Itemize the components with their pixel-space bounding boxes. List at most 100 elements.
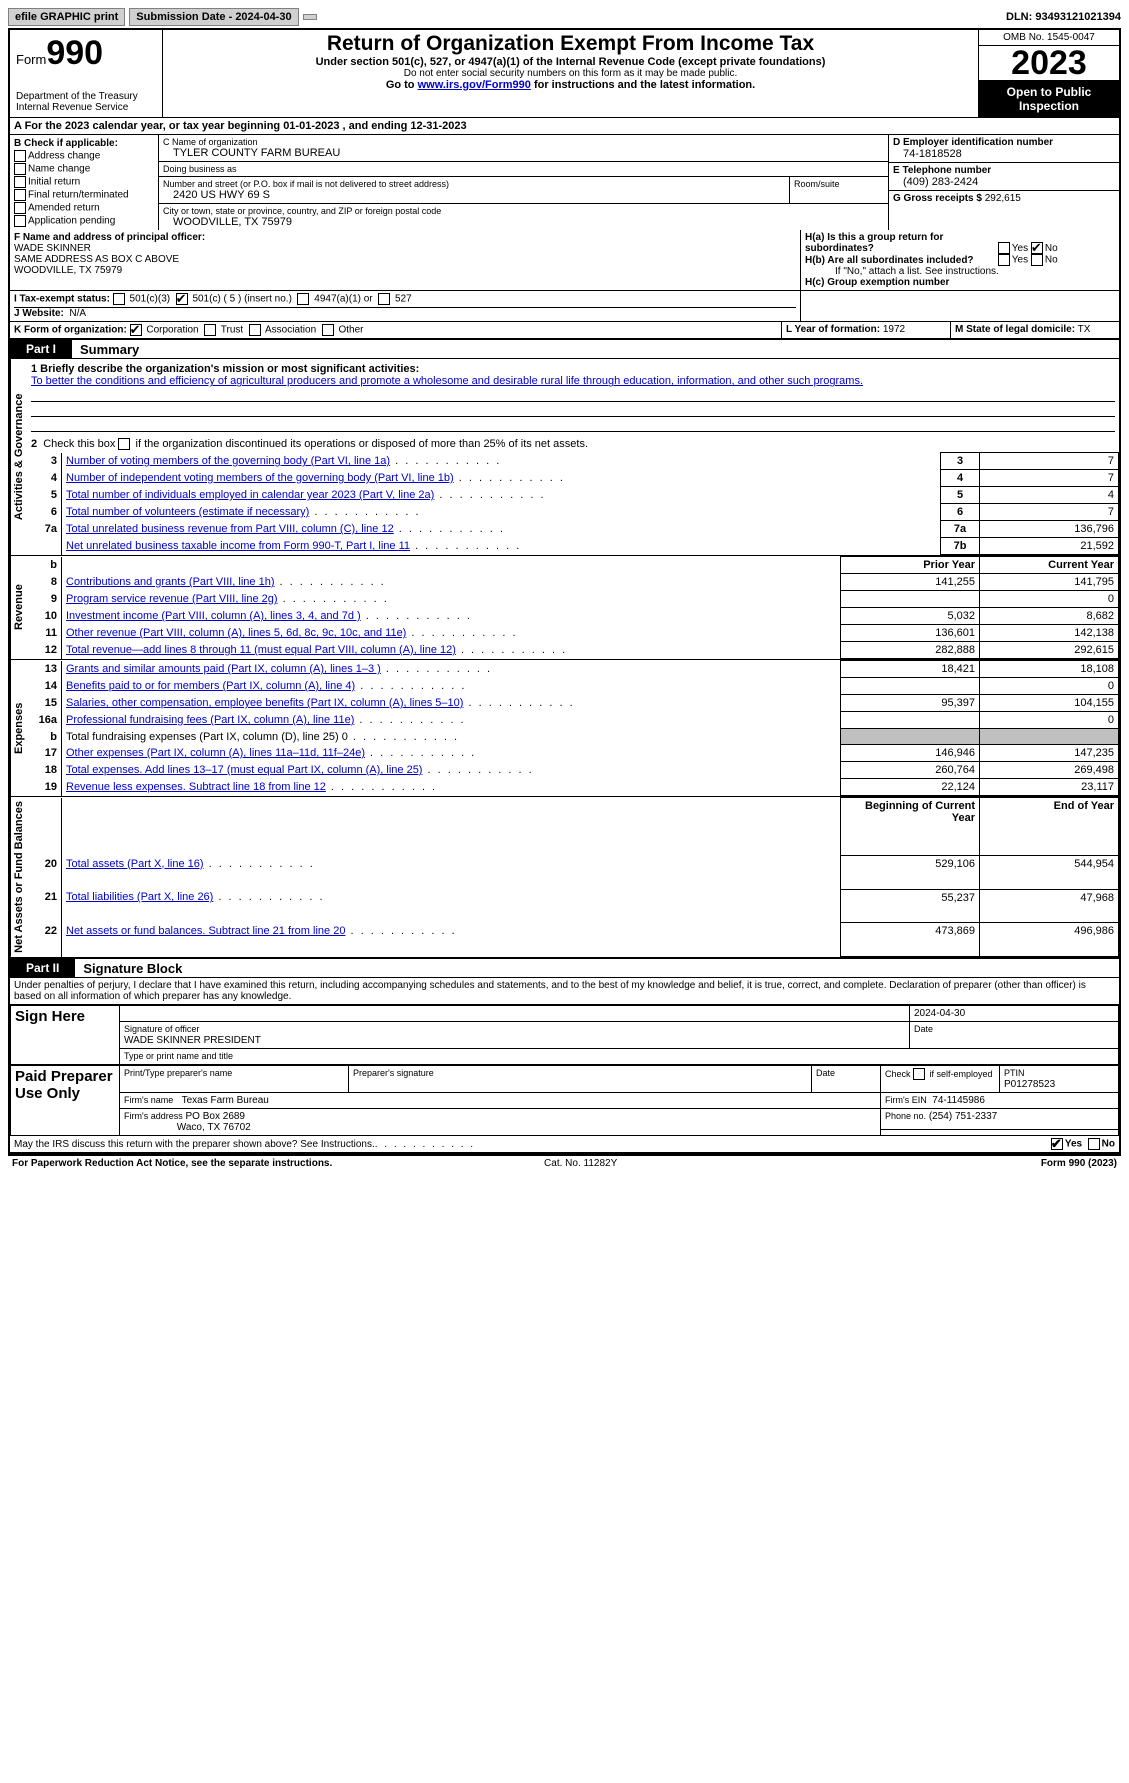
- discuss-yes[interactable]: [1051, 1138, 1063, 1150]
- line-num: 9: [27, 591, 62, 608]
- prior-val: [841, 678, 980, 695]
- addr-label: Number and street (or P.O. box if mail i…: [163, 179, 785, 189]
- firm-addr1: PO Box 2689: [186, 1111, 245, 1122]
- begin-val: 529,106: [841, 856, 980, 890]
- check-4947[interactable]: [297, 293, 309, 305]
- discuss-no[interactable]: [1088, 1138, 1100, 1150]
- check-501c3[interactable]: [113, 293, 125, 305]
- sign-here-table: Sign Here 2024-04-30 Signature of office…: [10, 1005, 1119, 1065]
- self-emp-label: Check if self-employed: [885, 1069, 993, 1079]
- prior-val: 5,032: [841, 608, 980, 625]
- dropdown-stub[interactable]: [303, 14, 317, 20]
- submission-date-button[interactable]: Submission Date - 2024-04-30: [129, 8, 298, 26]
- line-desc: Benefits paid to or for members (Part IX…: [62, 678, 841, 695]
- discuss-text: May the IRS discuss this return with the…: [14, 1139, 375, 1150]
- check-trust[interactable]: [204, 324, 216, 336]
- hb-note: If "No," attach a list. See instructions…: [805, 266, 1115, 277]
- ha-no[interactable]: [1031, 242, 1043, 254]
- governance-table: 3 Number of voting members of the govern…: [27, 452, 1119, 555]
- lbl-501c: 501(c) ( 5 ) (insert no.): [192, 294, 291, 305]
- line-val: 4: [980, 487, 1119, 504]
- lbl-other: Other: [338, 325, 363, 336]
- check-name-change[interactable]: [14, 163, 26, 175]
- prior-val: 95,397: [841, 695, 980, 712]
- form-number: 990: [46, 34, 103, 72]
- end-val: 47,968: [980, 889, 1119, 923]
- type-name-label: Type or print name and title: [124, 1051, 233, 1061]
- paid-preparer-table: Paid Preparer Use Only Print/Type prepar…: [10, 1065, 1119, 1136]
- hb-yes[interactable]: [998, 254, 1010, 266]
- line-desc: Revenue less expenses. Subtract line 18 …: [62, 779, 841, 796]
- website-label: J Website:: [14, 308, 64, 319]
- line-num: 4: [27, 470, 62, 487]
- efile-print-button[interactable]: efile GRAPHIC print: [8, 8, 125, 26]
- line-num: 15: [27, 695, 62, 712]
- current-val: 269,498: [980, 762, 1119, 779]
- check-pending[interactable]: [14, 215, 26, 227]
- current-val: 23,117: [980, 779, 1119, 796]
- check-address-change[interactable]: [14, 150, 26, 162]
- ssn-warning: Do not enter social security numbers on …: [167, 68, 974, 79]
- prior-val: 141,255: [841, 574, 980, 591]
- check-final[interactable]: [14, 189, 26, 201]
- end-val: 544,954: [980, 856, 1119, 890]
- goto-pre: Go to: [386, 79, 418, 91]
- prior-val: [841, 591, 980, 608]
- check-assoc[interactable]: [249, 324, 261, 336]
- line-num: 21: [27, 889, 62, 923]
- org-name: TYLER COUNTY FARM BUREAU: [163, 147, 884, 159]
- check-501c[interactable]: [176, 293, 188, 305]
- check-initial[interactable]: [14, 176, 26, 188]
- current-val: 147,235: [980, 745, 1119, 762]
- line-desc: Net assets or fund balances. Subtract li…: [62, 923, 841, 957]
- hb-no[interactable]: [1031, 254, 1043, 266]
- row-k-l-m: K Form of organization: Corporation Trus…: [10, 322, 1119, 339]
- part-1-tab: Part I: [10, 340, 72, 358]
- expenses-table: 13 Grants and similar amounts paid (Part…: [27, 660, 1119, 796]
- line-box: 5: [941, 487, 980, 504]
- prior-val: 260,764: [841, 762, 980, 779]
- governance-section: Activities & Governance 1 Briefly descri…: [10, 359, 1119, 556]
- check-amended[interactable]: [14, 202, 26, 214]
- header-left: Form990 Department of the Treasury Inter…: [10, 30, 163, 117]
- box-b: B Check if applicable: Address change Na…: [10, 135, 159, 230]
- discuss-no-lbl: No: [1102, 1139, 1115, 1150]
- dln-label: DLN: 93493121021394: [1006, 11, 1121, 23]
- check-self-employed[interactable]: [913, 1068, 925, 1080]
- org-name-label: C Name of organization: [163, 137, 884, 147]
- line-desc: Professional fundraising fees (Part IX, …: [62, 712, 841, 729]
- line-num: [27, 538, 62, 555]
- expenses-section: Expenses 13 Grants and similar amounts p…: [10, 660, 1119, 797]
- hb-label: H(b) Are all subordinates included?: [805, 255, 995, 266]
- lbl-initial: Initial return: [28, 177, 80, 188]
- line-num: b: [27, 729, 62, 745]
- hdr-blank: b: [27, 557, 62, 574]
- prior-val: 282,888: [841, 642, 980, 659]
- check-527[interactable]: [378, 293, 390, 305]
- addr-value: 2420 US HWY 69 S: [163, 189, 785, 201]
- line-num: 17: [27, 745, 62, 762]
- line-desc: Number of independent voting members of …: [62, 470, 941, 487]
- pra-notice: For Paperwork Reduction Act Notice, see …: [12, 1158, 332, 1169]
- box-c: C Name of organization TYLER COUNTY FARM…: [159, 135, 888, 230]
- room-label: Room/suite: [794, 179, 884, 189]
- check-corp[interactable]: [130, 324, 142, 336]
- sign-here-label: Sign Here: [11, 1006, 120, 1065]
- officer-label: F Name and address of principal officer:: [14, 232, 205, 243]
- line-box: 7b: [941, 538, 980, 555]
- line-num: 11: [27, 625, 62, 642]
- row-i-j: I Tax-exempt status: 501(c)(3) 501(c) ( …: [10, 291, 1119, 322]
- irs-link[interactable]: www.irs.gov/Form990: [418, 79, 531, 91]
- check-discontinued[interactable]: [118, 438, 130, 450]
- form-header: Form990 Department of the Treasury Inter…: [10, 30, 1119, 118]
- officer-addr2: WOODVILLE, TX 75979: [14, 265, 122, 276]
- check-other[interactable]: [322, 324, 334, 336]
- line-desc: Total fundraising expenses (Part IX, col…: [62, 729, 841, 745]
- tax-status-label: I Tax-exempt status:: [14, 294, 110, 305]
- firm-ein: 74-1145986: [932, 1095, 985, 1106]
- ha-yes[interactable]: [998, 242, 1010, 254]
- domicile-label: M State of legal domicile:: [955, 324, 1075, 335]
- ein-label: D Employer identification number: [893, 137, 1053, 148]
- line-desc: Other revenue (Part VIII, column (A), li…: [62, 625, 841, 642]
- part-2-header: Part II Signature Block: [10, 958, 1119, 978]
